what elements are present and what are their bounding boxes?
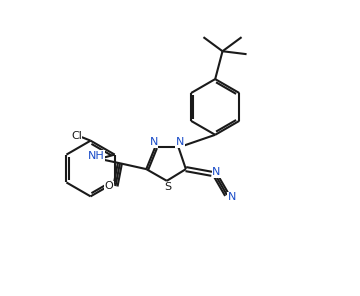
Text: N: N [212,167,221,177]
Text: O: O [105,181,113,191]
Text: S: S [164,182,171,192]
Text: N: N [149,137,158,147]
Text: NH: NH [87,151,104,161]
Text: N: N [228,192,236,202]
Text: Cl: Cl [71,131,82,141]
Text: N: N [176,137,184,147]
